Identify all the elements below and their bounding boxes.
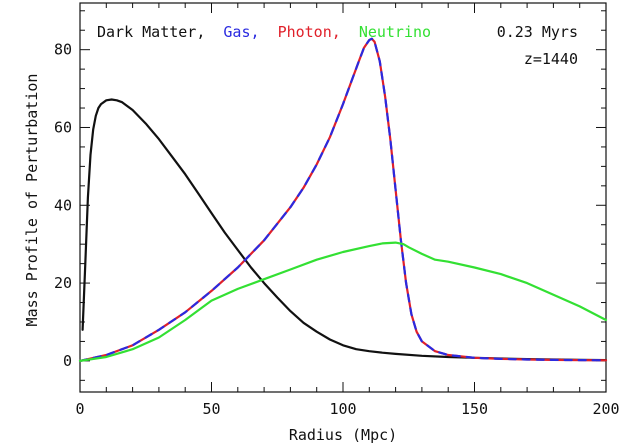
series-line-dark-matter: [81, 98, 608, 362]
legend-item-neutrino: Neutrino: [359, 23, 431, 41]
series-layer: [78, 37, 608, 362]
y-tick-label: 60: [54, 118, 72, 136]
x-tick-label: 150: [461, 400, 488, 418]
y-tick-label: 40: [54, 196, 72, 214]
x-tick-label: 100: [329, 400, 356, 418]
y-tick-label: 0: [63, 352, 72, 370]
series-line-gas: [78, 37, 608, 362]
x-tick-label: 200: [592, 400, 619, 418]
time-annotation: 0.23 Myrs: [497, 23, 578, 41]
y-tick-label: 20: [54, 274, 72, 292]
series-line-photon: [78, 37, 608, 362]
series-line-neutrino: [78, 241, 608, 362]
legend-item-dark-matter: Dark Matter,: [97, 23, 205, 41]
x-tick-label: 0: [75, 400, 84, 418]
x-axis-title: Radius (Mpc): [289, 426, 397, 444]
y-axis-title: Mass Profile of Perturbation: [23, 74, 41, 327]
legend-item-gas: Gas,: [223, 23, 259, 41]
x-tick-label: 50: [202, 400, 220, 418]
legend-item-photon: Photon,: [278, 23, 341, 41]
axis-ticks: 0 50 100 150 200 0 20 40 60 80: [54, 3, 620, 418]
legend: Dark Matter, Gas, Photon, Neutrino: [97, 23, 431, 41]
redshift-annotation: z=1440: [524, 50, 578, 68]
y-tick-label: 80: [54, 41, 72, 59]
legend-text: Dark Matter, Gas, Photon, Neutrino: [97, 23, 431, 41]
